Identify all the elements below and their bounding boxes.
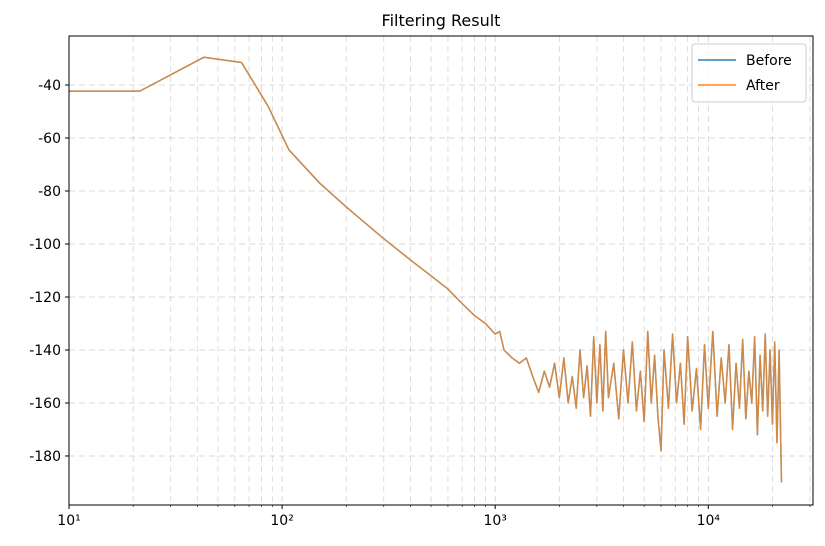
legend-box — [691, 43, 807, 103]
y-tick-label: -140 — [29, 343, 61, 359]
x-tick-label: 10⁴ — [697, 513, 721, 529]
plot-frame — [68, 35, 814, 506]
y-tick-label: -80 — [38, 184, 61, 200]
y-tick-label: -40 — [38, 78, 61, 94]
y-tick-label: -180 — [29, 449, 61, 465]
x-tick-label: 10³ — [483, 513, 506, 529]
legend-label: After — [746, 78, 780, 94]
legend-label: Before — [746, 53, 792, 69]
y-tick-label: -160 — [29, 396, 61, 412]
line-series — [69, 56, 783, 483]
y-tick-label: -100 — [29, 237, 61, 253]
chart-title: Filtering Result — [382, 11, 501, 30]
line-series — [69, 56, 783, 483]
y-tick-label: -120 — [29, 290, 61, 306]
y-tick-label: -60 — [38, 131, 61, 147]
x-tick-label: 10² — [270, 513, 293, 529]
x-tick-label: 10¹ — [57, 513, 80, 529]
